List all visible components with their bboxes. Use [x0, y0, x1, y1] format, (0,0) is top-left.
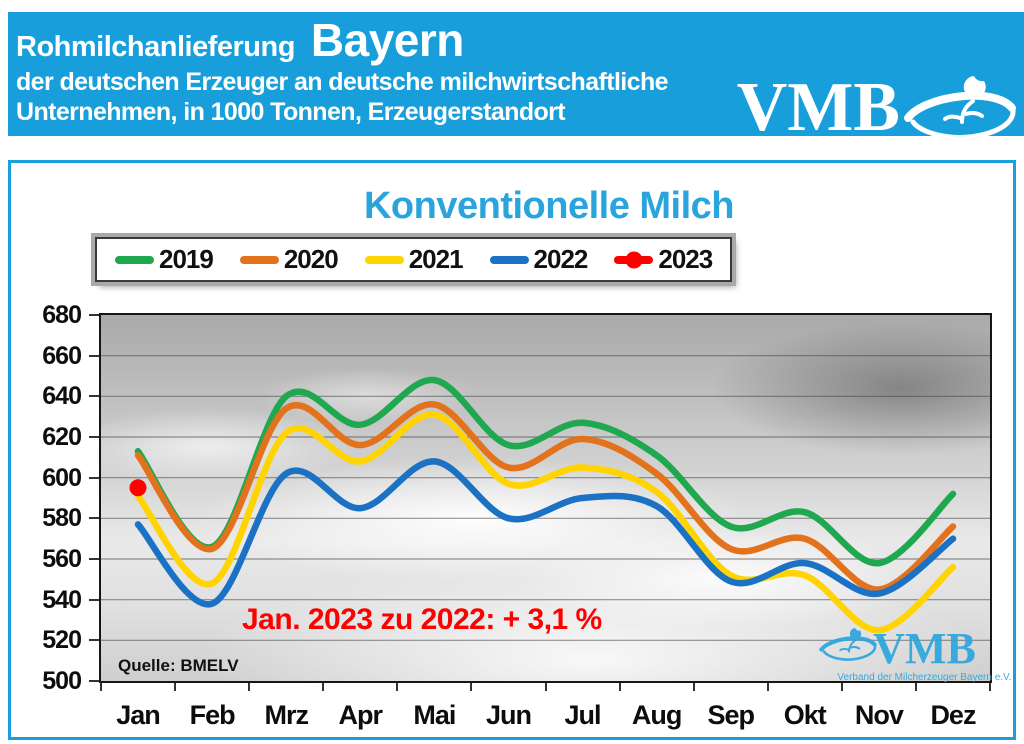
y-axis-label: 520 — [42, 626, 82, 655]
y-axis-label: 620 — [42, 423, 82, 451]
x-axis-tick — [914, 683, 917, 691]
watermark-row: VMB — [817, 623, 1024, 674]
x-axis-tick — [174, 683, 177, 691]
header-title-row: Rohmilchanlieferung Bayern — [16, 14, 668, 66]
legend-swatch — [364, 255, 404, 264]
x-axis-tick — [322, 683, 325, 691]
vmb-wordmark: VMB — [736, 69, 900, 146]
x-axis-tick — [618, 683, 621, 691]
legend-item-2023: 2023 — [614, 244, 713, 275]
header-title-small: Rohmilchanlieferung — [16, 31, 295, 63]
x-axis-tick — [989, 683, 991, 691]
legend-item-2020: 2020 — [239, 244, 339, 275]
header-band: Rohmilchanlieferung Bayern der deutschen… — [8, 12, 1024, 146]
header-subtitle-2: Unternehmen, in 1000 Tonnen, Erzeugersta… — [16, 97, 566, 126]
y-axis-label: 560 — [42, 545, 82, 573]
x-axis-tick — [840, 683, 843, 691]
legend-swatch — [489, 255, 529, 264]
y-axis-label: 580 — [42, 504, 82, 533]
y-axis-tick — [89, 598, 99, 601]
x-axis-label: Jan — [116, 700, 161, 730]
y-axis-label: 660 — [42, 341, 82, 370]
y-axis-tick — [89, 395, 99, 398]
y-axis-tick — [89, 517, 99, 520]
x-axis-label: Apr — [338, 700, 384, 730]
x-axis-label: Mrz — [264, 700, 309, 730]
legend-marker-dot — [625, 251, 643, 268]
chart-svg — [101, 355, 990, 641]
watermark-swirl-icon — [819, 628, 877, 661]
legend-swatch — [614, 251, 654, 268]
x-axis-tick — [692, 683, 695, 691]
vmb-logo-swirl-icon — [904, 76, 1016, 140]
legend-swatch — [115, 255, 154, 264]
y-axis-tick — [89, 354, 99, 357]
legend-item-2021: 2021 — [364, 244, 464, 275]
legend-label: 2022 — [533, 244, 589, 274]
series-line-2022 — [134, 458, 957, 608]
x-axis-tick — [544, 683, 547, 691]
legend-item-2019: 2019 — [115, 244, 214, 275]
x-axis-tick — [248, 683, 251, 691]
y-axis-label: 640 — [42, 382, 82, 411]
series-line-2019 — [134, 376, 957, 567]
y-axis-tick — [89, 476, 99, 479]
legend-swatch — [239, 255, 279, 264]
legend-label: 2021 — [408, 244, 464, 274]
header-text: Rohmilchanlieferung Bayern der deutschen… — [16, 14, 669, 127]
watermark-subtext: Verband der Milcherzeuger Bayern e.V. — [837, 672, 1012, 683]
chart-title: Konventionelle Milch — [363, 185, 735, 227]
watermark-text: VMB — [873, 624, 976, 673]
series-line-2021 — [134, 411, 957, 634]
chart-card: Konventionelle Milch 2019 2020 2021 2022 202… — [8, 160, 1016, 740]
header-subtitle-1: der deutschen Erzeuger an deutsche milch… — [16, 67, 669, 96]
plot-area: Jan. 2023 zu 2022: + 3,1 % Quelle: BMELV… — [99, 313, 1012, 683]
annotation-label: Jan. 2023 zu 2022: + 3,1 % — [242, 603, 602, 636]
legend-label: 2019 — [159, 244, 214, 274]
x-axis-tick — [470, 683, 473, 691]
legend-label: 2020 — [283, 244, 339, 274]
source-label: Quelle: BMELV — [118, 656, 239, 675]
series-point-2023-jan — [129, 479, 147, 497]
y-axis-tick — [89, 314, 99, 316]
x-axis-tick — [100, 683, 102, 691]
y-axis-tick — [89, 639, 99, 642]
x-axis-tick — [766, 683, 769, 691]
x-axis-label: Feb — [189, 700, 236, 730]
x-axis-label: Jul — [564, 700, 602, 730]
legend-item-2022: 2022 — [489, 244, 589, 275]
x-axis-label: Sep — [707, 700, 755, 730]
y-axis-label: 680 — [42, 301, 82, 329]
x-axis-tick — [396, 683, 399, 691]
x-axis-label: Mai — [413, 700, 456, 730]
y-axis-tick — [89, 558, 99, 560]
x-axis-label: Jun — [485, 700, 532, 730]
y-axis-tick — [89, 436, 99, 438]
x-axis-label: Okt — [783, 700, 827, 730]
y-axis-label: 500 — [42, 667, 82, 695]
watermark: VMB Verband der Milcherzeuger Bayern e.V… — [817, 623, 1024, 683]
series-line-2020 — [134, 401, 957, 593]
y-axis-label: 600 — [42, 463, 82, 492]
legend-label: 2023 — [658, 244, 713, 274]
x-axis-label: Dez — [930, 700, 976, 730]
x-axis-label: Aug — [631, 700, 682, 730]
x-axis-label: Nov — [854, 700, 904, 730]
y-axis-tick — [89, 680, 99, 682]
chart-legend: 2019 2020 2021 2022 2023 — [95, 237, 733, 282]
header-title-region: Bayern — [310, 14, 464, 66]
y-axis-label: 540 — [42, 585, 82, 614]
